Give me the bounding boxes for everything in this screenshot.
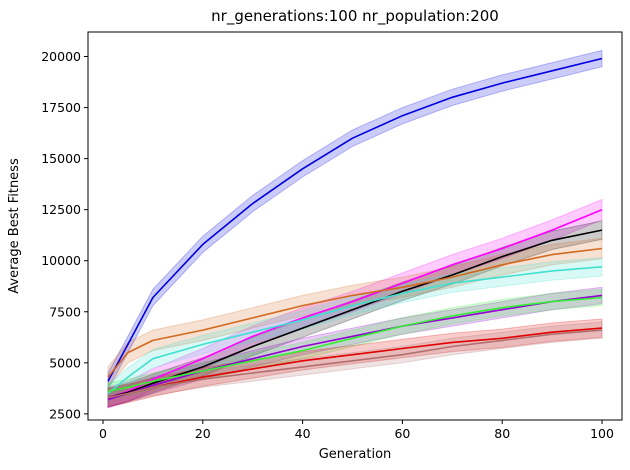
- series-3-band: [107, 220, 603, 408]
- series-7-line: [107, 296, 603, 393]
- y-tick-label: 2500: [49, 406, 81, 421]
- y-tick-label: 17500: [41, 100, 81, 115]
- x-tick-label: 0: [99, 426, 107, 441]
- y-tick-label: 5000: [49, 355, 81, 370]
- y-tick-label: 10000: [41, 253, 81, 268]
- y-axis-ticks: 2500 5000 7500 10000 12500 15000 17500 20000: [41, 49, 88, 421]
- x-axis-label: Generation: [319, 447, 392, 462]
- x-tick-label: 40: [295, 426, 311, 441]
- y-axis-label: Average Best Fitness: [7, 158, 22, 294]
- series-5-band: [107, 257, 603, 404]
- y-tick-label: 7500: [49, 304, 81, 319]
- series-4-band: [107, 237, 603, 389]
- y-tick-label: 15000: [41, 151, 81, 166]
- series-lines: [107, 57, 603, 401]
- y-tick-label: 20000: [41, 49, 81, 64]
- x-tick-label: 100: [590, 426, 614, 441]
- series-3-line: [107, 229, 603, 399]
- series-1-line: [107, 57, 603, 382]
- x-tick-label: 80: [494, 426, 510, 441]
- x-tick-label: 60: [394, 426, 410, 441]
- x-tick-label: 20: [195, 426, 211, 441]
- series-4-line: [107, 247, 603, 378]
- series-5-line: [107, 266, 603, 395]
- x-axis-ticks: 0 20 40 60 80 100: [99, 420, 614, 441]
- y-tick-label: 12500: [41, 202, 81, 217]
- chart-title: nr_generations:100 nr_population:200: [211, 7, 499, 26]
- series-6-line: [107, 294, 603, 401]
- series-2-line: [107, 208, 603, 399]
- series-1-band: [107, 49, 603, 390]
- series-9-line: [107, 329, 603, 399]
- plot-frame: [87, 31, 623, 421]
